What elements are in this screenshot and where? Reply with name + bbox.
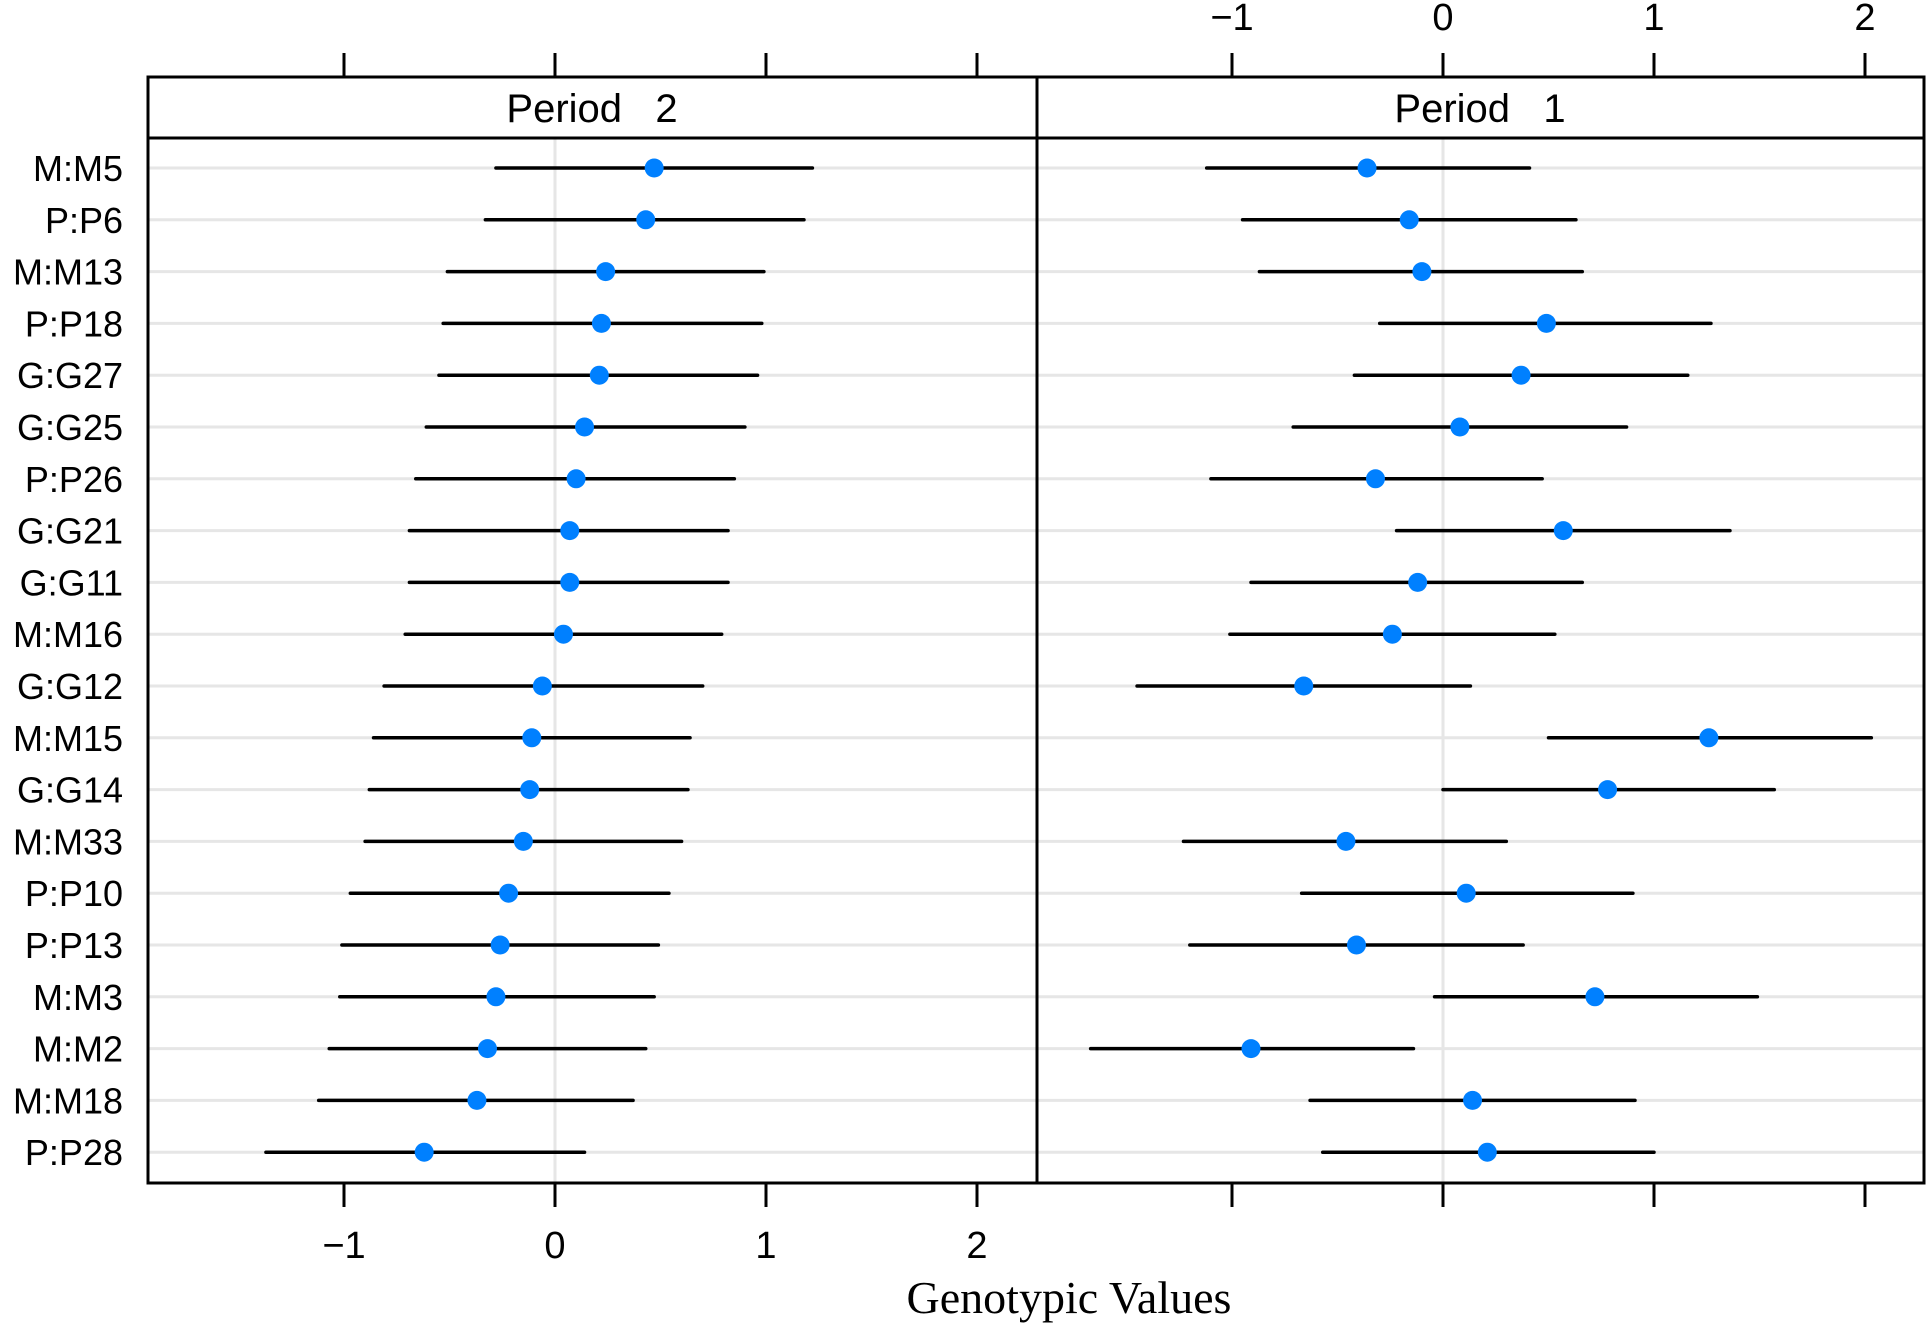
estimate-point — [1408, 572, 1428, 592]
row-label-layer: M:M5 P:P6 M:M13 P:P18 G:G27 G:G25 P:P26 G:G21 G:… — [13, 148, 123, 1173]
estimate-point — [1399, 210, 1419, 230]
estimate-point — [467, 1090, 487, 1110]
bottom-tick-label: −1 — [322, 1225, 365, 1267]
panel-frame — [1035, 75, 1926, 1185]
estimate-point — [644, 158, 664, 178]
row-label: M:M15 — [13, 718, 123, 759]
estimate-point — [477, 1039, 497, 1059]
estimate-point — [560, 521, 580, 541]
estimate-point — [1450, 417, 1470, 437]
row-label: P:P6 — [45, 200, 123, 241]
estimate-point — [1536, 313, 1556, 333]
row-label: G:G11 — [20, 562, 123, 603]
estimate-point — [1382, 624, 1402, 644]
estimate-point — [636, 210, 656, 230]
strip-layer: Period 2 Period 1 — [506, 87, 1565, 131]
tick-layer: −1 0 1 2 −1 0 1 2 — [322, 0, 1875, 1267]
estimate-point — [1463, 1090, 1483, 1110]
bottom-tick-label: 2 — [966, 1225, 987, 1267]
row-label: P:P13 — [25, 925, 123, 966]
row-label: M:M13 — [13, 252, 123, 293]
estimate-point — [553, 624, 573, 644]
row-label: P:P26 — [25, 459, 123, 500]
bottom-tick-label: 1 — [755, 1225, 776, 1267]
estimate-point — [589, 365, 609, 385]
frame-layer — [146, 75, 1926, 1185]
row-label: P:P18 — [25, 303, 123, 344]
x-axis-title: Genotypic Values — [907, 1272, 1232, 1323]
top-tick-label: 0 — [1432, 0, 1453, 39]
estimate-point — [1336, 831, 1356, 851]
estimate-point — [1477, 1142, 1497, 1162]
estimate-point — [414, 1142, 434, 1162]
row-label: M:M18 — [13, 1080, 123, 1121]
estimate-point — [1294, 676, 1314, 696]
row-label: G:G12 — [17, 666, 123, 707]
estimate-point — [1365, 469, 1385, 489]
row-label: G:G21 — [17, 511, 123, 552]
top-tick-label: 2 — [1854, 0, 1875, 39]
estimate-point — [520, 780, 540, 800]
estimate-point — [1456, 883, 1476, 903]
row-label: G:G14 — [17, 770, 123, 811]
estimate-point — [490, 935, 510, 955]
estimate-point — [596, 262, 616, 282]
row-label: P:P28 — [25, 1132, 123, 1173]
bottom-tick-label: 0 — [544, 1225, 565, 1267]
estimate-point — [1511, 365, 1531, 385]
point-layer — [414, 158, 1719, 1162]
estimate-point — [1585, 987, 1605, 1007]
estimate-point — [499, 883, 519, 903]
estimate-point — [1412, 262, 1432, 282]
row-label: P:P10 — [25, 873, 123, 914]
estimate-point — [560, 572, 580, 592]
estimate-point — [1699, 728, 1719, 748]
estimate-point — [566, 469, 586, 489]
estimate-point — [486, 987, 506, 1007]
panel-strip-label-right: Period 1 — [1394, 87, 1565, 131]
top-tick-label: −1 — [1210, 0, 1253, 39]
row-label: G:G27 — [17, 355, 123, 396]
estimate-point — [1598, 780, 1618, 800]
top-tick-label: 1 — [1643, 0, 1664, 39]
estimate-point — [513, 831, 533, 851]
estimate-point — [1553, 521, 1573, 541]
interval-layer — [264, 166, 1874, 1154]
estimate-point — [1357, 158, 1377, 178]
row-label: M:M5 — [33, 148, 123, 189]
panel-strip-label-left: Period 2 — [506, 87, 677, 131]
panel-frame — [146, 75, 1039, 1185]
estimate-point — [591, 313, 611, 333]
estimate-point — [532, 676, 552, 696]
estimate-point — [522, 728, 542, 748]
estimate-point — [575, 417, 595, 437]
row-label: G:G25 — [17, 407, 123, 448]
estimate-point — [1241, 1039, 1261, 1059]
row-label: M:M3 — [33, 977, 123, 1018]
row-label: M:M16 — [13, 614, 123, 655]
row-label: M:M33 — [13, 821, 123, 862]
row-label: M:M2 — [33, 1029, 123, 1070]
estimate-point — [1346, 935, 1366, 955]
